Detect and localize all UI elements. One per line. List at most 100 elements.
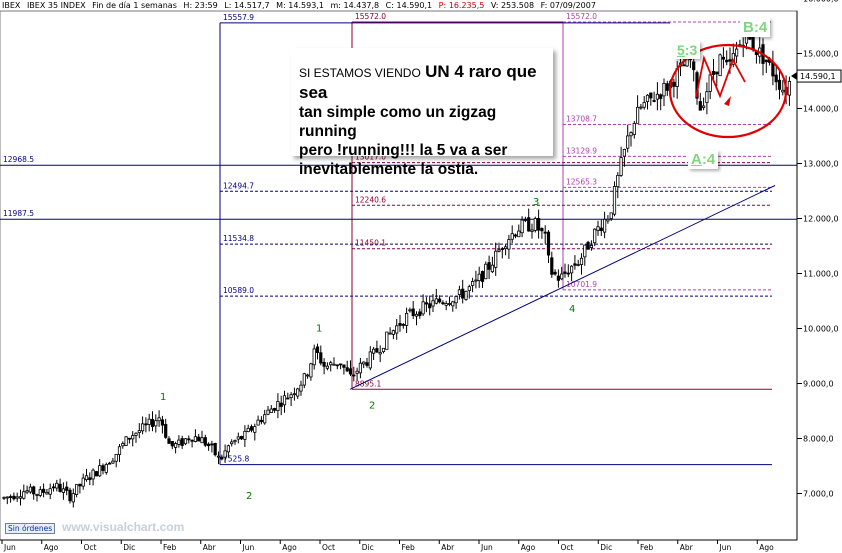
candle-body bbox=[682, 64, 686, 67]
candle-body bbox=[127, 437, 131, 440]
candle-body bbox=[441, 302, 445, 305]
candle-body bbox=[513, 234, 518, 237]
candle-body bbox=[38, 489, 42, 496]
candle-body bbox=[200, 437, 204, 444]
annotation-line3: pero !running!!! la 5 va a ser bbox=[299, 142, 508, 159]
x-tick-label: Jun bbox=[719, 543, 732, 552]
x-tick-label: Jun bbox=[242, 543, 255, 552]
time-axis bbox=[0, 539, 797, 544]
candle-body bbox=[352, 374, 356, 377]
max-value: M: 14.593,1 bbox=[276, 1, 324, 10]
candle-body bbox=[500, 248, 504, 251]
candle-body bbox=[121, 443, 125, 447]
candle-body bbox=[606, 218, 610, 222]
y-tick-label: 11.000,0 bbox=[803, 270, 839, 279]
fib-level-label: 15572.0 bbox=[566, 12, 597, 21]
x-tick-label: Abr bbox=[441, 543, 455, 552]
candle-body bbox=[276, 401, 280, 412]
candle-body bbox=[173, 443, 178, 448]
fib-level-label: 11987.5 bbox=[3, 209, 34, 218]
candle-body bbox=[434, 298, 438, 304]
candle-body bbox=[269, 408, 273, 413]
fib-level-label: 8895.1 bbox=[355, 379, 381, 388]
candle-body bbox=[259, 419, 264, 423]
candle-body bbox=[2, 496, 6, 499]
candle-body bbox=[35, 493, 39, 496]
candle-body bbox=[371, 348, 376, 354]
pivot-value: P: 16.235,5 bbox=[438, 1, 485, 10]
candle-body bbox=[576, 264, 580, 266]
candle-body bbox=[494, 250, 498, 268]
candle-body bbox=[342, 364, 346, 368]
trendline bbox=[349, 185, 776, 390]
candle-body bbox=[348, 368, 353, 375]
candle-body bbox=[603, 218, 607, 233]
candle-body bbox=[355, 370, 359, 374]
candle-body bbox=[210, 443, 214, 446]
date-value: F: 07/09/2007 bbox=[540, 1, 596, 10]
candle-body bbox=[520, 219, 524, 234]
candle-body bbox=[253, 426, 257, 433]
candle-body bbox=[490, 264, 495, 273]
candle-body bbox=[421, 301, 425, 315]
candle-body bbox=[289, 394, 293, 399]
wave-count-label: 1 bbox=[316, 323, 322, 334]
wave-label-a-4: A:4 bbox=[688, 150, 719, 169]
x-tick-label: Abr bbox=[202, 543, 216, 552]
x-tick-label: Dic bbox=[600, 543, 613, 552]
candle-body bbox=[537, 218, 541, 231]
wave-label-b-4: B:4 bbox=[740, 18, 771, 37]
candle-body bbox=[404, 312, 409, 326]
x-tick-label: Oct bbox=[560, 543, 574, 552]
candle-body bbox=[183, 438, 188, 445]
candle-body bbox=[477, 273, 481, 282]
zigzag-marker bbox=[695, 54, 746, 99]
candle-body bbox=[325, 365, 330, 369]
candle-body bbox=[15, 496, 19, 499]
candle-body bbox=[335, 364, 339, 367]
candle-body bbox=[51, 486, 56, 489]
candle-body bbox=[101, 465, 105, 471]
candle-body bbox=[414, 313, 419, 317]
candle-body bbox=[546, 231, 551, 256]
symbol: IBEX bbox=[2, 1, 21, 10]
candle-body bbox=[593, 228, 597, 244]
x-tick-label: Oct bbox=[322, 543, 335, 552]
candle-body bbox=[636, 106, 640, 124]
candle-body bbox=[5, 496, 9, 499]
candle-body bbox=[177, 439, 181, 445]
candle-body bbox=[484, 263, 488, 280]
candle-body bbox=[579, 257, 584, 266]
x-tick-label: Oct bbox=[83, 543, 97, 552]
candle-body bbox=[586, 241, 590, 250]
candle-body bbox=[170, 441, 174, 447]
candle-body bbox=[84, 475, 89, 481]
wave-count-label: 5 bbox=[696, 0, 702, 2]
candle-body bbox=[395, 325, 399, 334]
x-tick-label: Ago bbox=[282, 543, 297, 552]
wave-count-label: 3 bbox=[533, 197, 539, 208]
candle-body bbox=[474, 279, 478, 282]
candle-body bbox=[533, 218, 537, 231]
orders-button[interactable]: Sin órdenes bbox=[5, 523, 56, 534]
fibonacci-levels: 12968.5 11987.5 12494.7 11534.8 10589.0 7525.… bbox=[0, 12, 797, 466]
wave-label-a-4-letter: A bbox=[691, 151, 702, 168]
candle-body bbox=[45, 491, 49, 495]
candle-body bbox=[609, 212, 613, 219]
candle-body bbox=[193, 436, 197, 442]
candle-body bbox=[698, 101, 702, 111]
candle-body bbox=[530, 229, 534, 232]
candle-body bbox=[649, 92, 653, 99]
x-tick-label: Abr bbox=[679, 543, 693, 552]
candle-body bbox=[655, 93, 660, 100]
candle-body bbox=[599, 227, 603, 231]
wave-count-label: 2 bbox=[246, 491, 252, 502]
candle-body bbox=[65, 486, 69, 491]
candle-body bbox=[619, 157, 623, 176]
wave-label-5-3-digit: 5 bbox=[677, 42, 685, 58]
candle-body bbox=[256, 419, 260, 426]
candle-body bbox=[134, 432, 138, 436]
candle-body bbox=[553, 271, 557, 275]
fib-level-label: 12494.7 bbox=[223, 181, 254, 190]
